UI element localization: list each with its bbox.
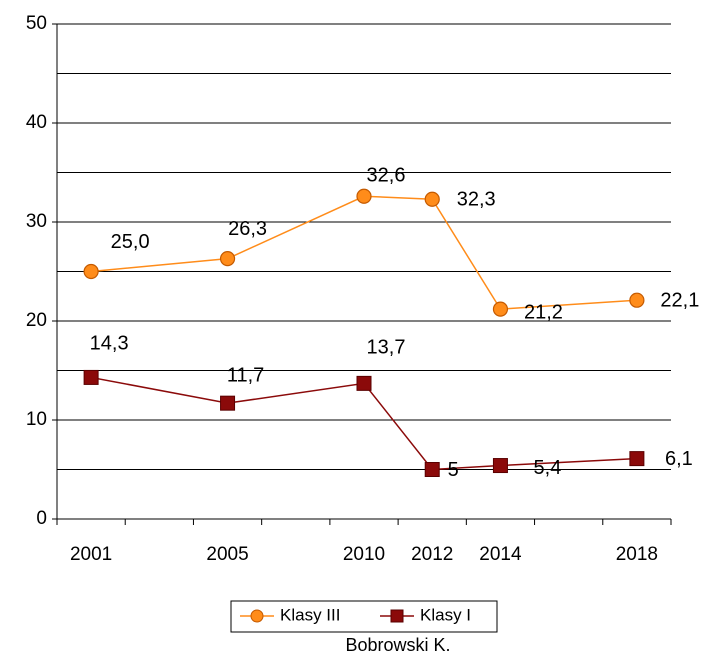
y-tick-label: 30 xyxy=(26,211,47,232)
data-label: 11,7 xyxy=(227,364,264,386)
data-label: 5 xyxy=(448,459,459,481)
y-tick-label: 0 xyxy=(36,508,47,529)
point xyxy=(492,458,508,474)
point xyxy=(629,451,645,467)
point xyxy=(219,251,236,267)
legend-marker xyxy=(250,609,264,623)
data-label: 32,6 xyxy=(367,165,406,187)
legend-marker xyxy=(390,609,404,623)
data-label: 22,1 xyxy=(660,289,699,311)
data-label: 21,2 xyxy=(524,301,563,323)
legend-label: Klasy III xyxy=(280,605,340,624)
data-label: 32,3 xyxy=(457,189,496,211)
y-tick-label: 40 xyxy=(26,112,47,133)
x-tick-label: 2010 xyxy=(343,544,385,565)
x-tick-label: 2005 xyxy=(206,544,248,565)
point xyxy=(492,301,509,317)
point xyxy=(629,292,645,308)
data-label: 14,3 xyxy=(90,333,129,355)
data-label: 25,0 xyxy=(111,231,150,253)
point xyxy=(83,263,99,280)
point xyxy=(424,191,440,207)
point xyxy=(220,395,236,411)
point xyxy=(356,188,372,204)
point xyxy=(356,375,372,391)
x-tick-label: 2014 xyxy=(479,544,522,565)
x-tick-label: 2012 xyxy=(411,544,453,565)
x-tick-label: 2018 xyxy=(616,544,658,565)
legend-box xyxy=(230,600,498,633)
x-tick-label: 2001 xyxy=(70,544,112,565)
data-label: 13,7 xyxy=(367,337,406,359)
data-label: 26,3 xyxy=(228,218,267,240)
series-line xyxy=(90,376,637,471)
y-tick-label: 50 xyxy=(26,13,47,34)
data-label: 6,1 xyxy=(665,448,693,470)
y-tick-label: 10 xyxy=(26,409,47,430)
series-line xyxy=(91,195,637,310)
y-tick-label: 20 xyxy=(26,310,47,331)
point xyxy=(83,369,99,385)
legend-label: Klasy I xyxy=(420,605,471,624)
data-label: 5,4 xyxy=(534,457,562,479)
point xyxy=(424,462,440,477)
caption: Bobrowski K. xyxy=(345,635,450,655)
